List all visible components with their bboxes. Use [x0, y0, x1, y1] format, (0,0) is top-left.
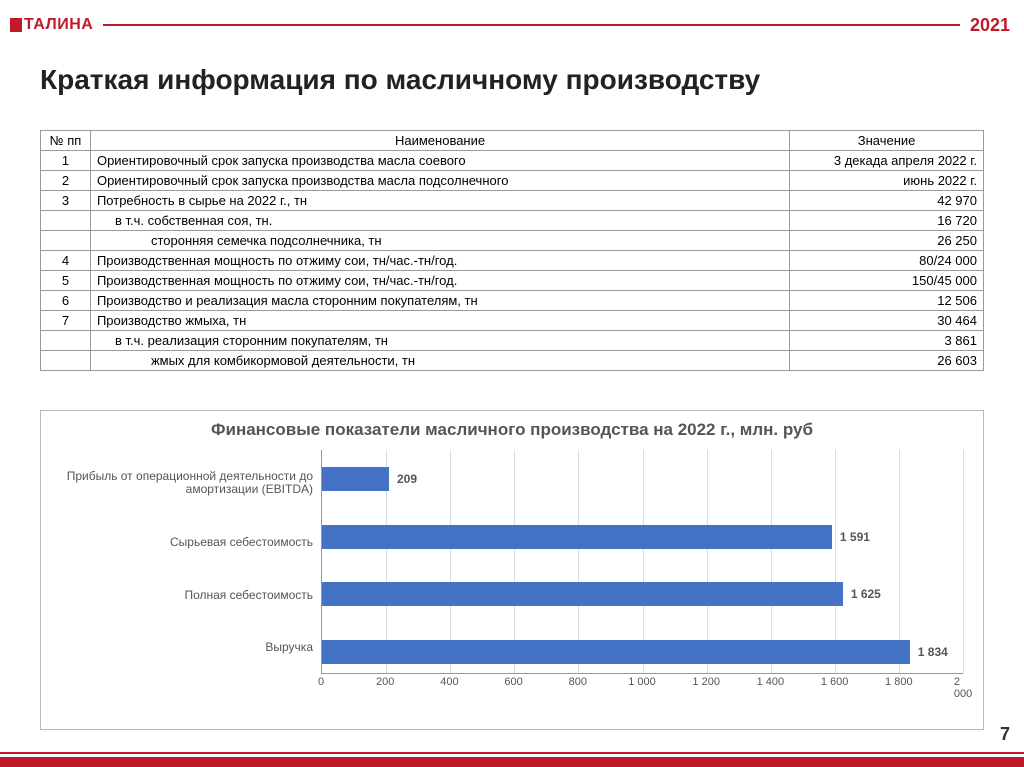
- cell-num: 6: [41, 291, 91, 311]
- footer-line-thick: [0, 757, 1024, 767]
- table-row: 2Ориентировочный срок запуска производст…: [41, 171, 984, 191]
- cell-value: 150/45 000: [790, 271, 984, 291]
- header-divider: [103, 24, 960, 26]
- cell-name: Производство и реализация масла сторонни…: [90, 291, 789, 311]
- table-row: 3Потребность в сырье на 2022 г., тн42 97…: [41, 191, 984, 211]
- cell-num: [41, 351, 91, 371]
- brand-logo-icon: [10, 18, 22, 32]
- cell-name: Ориентировочный срок запуска производств…: [90, 151, 789, 171]
- table-row: 1Ориентировочный срок запуска производст…: [41, 151, 984, 171]
- x-tick-label: 1 400: [757, 676, 785, 688]
- chart-y-labels: Прибыль от операционной деятельности до …: [41, 450, 321, 674]
- chart-bar-value: 1 834: [918, 645, 948, 659]
- chart-bar: [322, 582, 843, 606]
- chart-plot-area: 209 1 591 1 625 1 834: [321, 450, 963, 674]
- chart-bar: [322, 640, 910, 664]
- chart-series-label: Выручка: [41, 641, 313, 655]
- cell-name: Производство жмыха, тн: [90, 311, 789, 331]
- cell-value: 3 861: [790, 331, 984, 351]
- finance-chart: Финансовые показатели масличного произво…: [40, 410, 984, 730]
- chart-bar: [322, 467, 389, 491]
- cell-num: 1: [41, 151, 91, 171]
- cell-name: в т.ч. реализация сторонним покупателям,…: [90, 331, 789, 351]
- x-tick-label: 600: [504, 676, 522, 688]
- cell-name: Производственная мощность по отжиму сои,…: [90, 271, 789, 291]
- brand-name: ТАЛИНА: [24, 16, 93, 34]
- chart-bar-value: 209: [397, 472, 417, 486]
- cell-value: 30 464: [790, 311, 984, 331]
- header-year: 2021: [970, 15, 1024, 36]
- cell-value: 80/24 000: [790, 251, 984, 271]
- table-row: 7Производство жмыха, тн30 464: [41, 311, 984, 331]
- x-tick-label: 1 000: [628, 676, 656, 688]
- th-num: № пп: [41, 131, 91, 151]
- cell-num: [41, 231, 91, 251]
- x-tick-label: 400: [440, 676, 458, 688]
- cell-num: 7: [41, 311, 91, 331]
- chart-title: Финансовые показатели масличного произво…: [41, 411, 983, 444]
- x-tick-label: 0: [318, 676, 324, 688]
- chart-bar-value: 1 625: [851, 587, 881, 601]
- table-row: в т.ч. реализация сторонним покупателям,…: [41, 331, 984, 351]
- cell-value: 16 720: [790, 211, 984, 231]
- x-tick-label: 200: [376, 676, 394, 688]
- x-tick-label: 1 600: [821, 676, 849, 688]
- cell-name: жмых для комбикормовой деятельности, тн: [90, 351, 789, 371]
- page-number: 7: [1000, 724, 1010, 745]
- page-title: Краткая информация по масличному произво…: [40, 64, 760, 96]
- cell-value: июнь 2022 г.: [790, 171, 984, 191]
- x-tick-label: 1 200: [692, 676, 720, 688]
- header: ТАЛИНА 2021: [0, 14, 1024, 36]
- cell-name: Производственная мощность по отжиму сои,…: [90, 251, 789, 271]
- th-value: Значение: [790, 131, 984, 151]
- chart-series-label: Прибыль от операционной деятельности до …: [41, 470, 313, 498]
- cell-name: сторонняя семечка подсолнечника, тн: [90, 231, 789, 251]
- cell-num: 3: [41, 191, 91, 211]
- cell-value: 42 970: [790, 191, 984, 211]
- cell-value: 12 506: [790, 291, 984, 311]
- cell-name: в т.ч. собственная соя, тн.: [90, 211, 789, 231]
- chart-series-label: Сырьевая себестоимость: [41, 536, 313, 550]
- cell-num: [41, 211, 91, 231]
- table-row: 4Производственная мощность по отжиму сои…: [41, 251, 984, 271]
- cell-name: Ориентировочный срок запуска производств…: [90, 171, 789, 191]
- chart-bar: [322, 525, 832, 549]
- cell-num: [41, 331, 91, 351]
- cell-num: 4: [41, 251, 91, 271]
- cell-num: 5: [41, 271, 91, 291]
- info-table: № пп Наименование Значение 1Ориентировоч…: [40, 130, 984, 371]
- table-row: 5Производственная мощность по отжиму сои…: [41, 271, 984, 291]
- table-row: в т.ч. собственная соя, тн.16 720: [41, 211, 984, 231]
- chart-bar-value: 1 591: [840, 530, 870, 544]
- chart-x-axis: 02004006008001 0001 2001 4001 6001 8002 …: [321, 674, 963, 694]
- chart-body: Прибыль от операционной деятельности до …: [41, 444, 983, 674]
- x-tick-label: 1 800: [885, 676, 913, 688]
- cell-num: 2: [41, 171, 91, 191]
- table-row: жмых для комбикормовой деятельности, тн2…: [41, 351, 984, 371]
- grid-line: [963, 450, 964, 673]
- x-tick-label: 800: [569, 676, 587, 688]
- table-header-row: № пп Наименование Значение: [41, 131, 984, 151]
- x-tick-label: 2 000: [954, 676, 972, 700]
- cell-value: 26 250: [790, 231, 984, 251]
- cell-value: 26 603: [790, 351, 984, 371]
- footer: [0, 752, 1024, 767]
- brand-logo: ТАЛИНА: [0, 16, 93, 34]
- table-row: 6Производство и реализация масла сторонн…: [41, 291, 984, 311]
- cell-value: 3 декада апреля 2022 г.: [790, 151, 984, 171]
- footer-line-thin: [0, 752, 1024, 754]
- cell-name: Потребность в сырье на 2022 г., тн: [90, 191, 789, 211]
- chart-series-label: Полная себестоимость: [41, 589, 313, 603]
- th-name: Наименование: [90, 131, 789, 151]
- table-row: сторонняя семечка подсолнечника, тн26 25…: [41, 231, 984, 251]
